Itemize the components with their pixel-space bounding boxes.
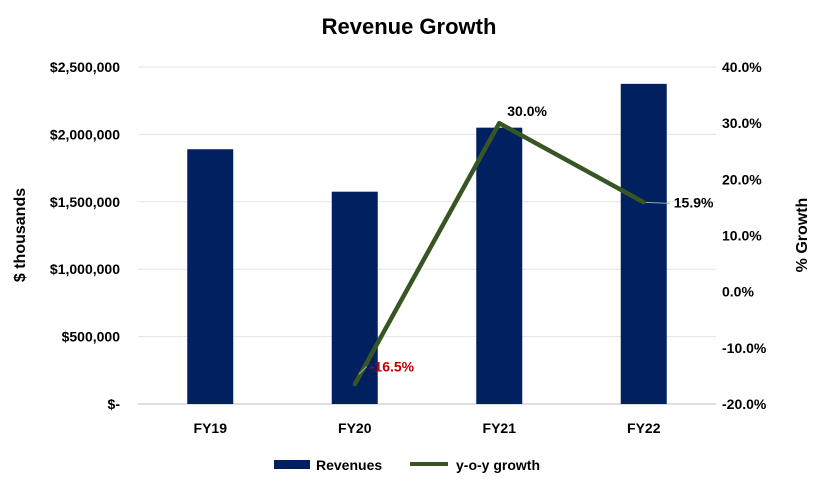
right-tick-label: 30.0%: [722, 115, 762, 131]
growth-data-label-fy21: 30.0%: [507, 103, 547, 119]
growth-data-labels: -16.5% 30.0% 15.9%: [358, 103, 714, 375]
growth-point-fy21: [497, 121, 502, 126]
growth-data-label-fy22: 15.9%: [674, 194, 714, 210]
right-tick-label: 40.0%: [722, 59, 762, 75]
growth-point-fy20: [352, 382, 357, 387]
right-tick-label: 20.0%: [722, 171, 762, 187]
gridlines: [138, 66, 716, 405]
growth-data-label-fy20: -16.5%: [370, 358, 415, 374]
x-tick-label: FY21: [483, 420, 517, 436]
revenue-bars: [187, 83, 667, 404]
revenue-bar-fy20: [331, 191, 378, 404]
legend: Revenues y-o-y growth: [274, 457, 540, 473]
x-tick-label: FY22: [627, 420, 661, 436]
legend-revenues-label: Revenues: [316, 457, 382, 473]
right-axis-title: % Growth: [794, 198, 811, 273]
right-tick-label: -10.0%: [722, 340, 767, 356]
revenue-bar-fy21: [476, 127, 523, 404]
legend-growth-label: y-o-y growth: [456, 457, 540, 473]
right-axis-ticks: -20.0% -10.0% 0.0% 10.0% 20.0% 30.0% 40.0%: [722, 59, 767, 412]
revenue-bar-fy19: [187, 149, 234, 404]
right-tick-label: 0.0%: [722, 284, 754, 300]
left-axis-ticks: $- $500,000 $1,000,000 $1,500,000 $2,000,000…: [50, 59, 120, 412]
left-tick-label: $2,000,000: [50, 126, 120, 142]
left-axis-title: $ thousands: [12, 188, 29, 282]
left-tick-label: $1,500,000: [50, 194, 120, 210]
left-tick-label: $500,000: [62, 329, 121, 345]
left-tick-label: $2,500,000: [50, 59, 120, 75]
x-tick-label: FY20: [338, 420, 372, 436]
revenue-bar-fy22: [620, 83, 667, 404]
growth-line-layer: [352, 120, 646, 387]
data-label-leader: [645, 201, 670, 204]
legend-revenues-swatch: [274, 460, 310, 469]
growth-point-fy22: [641, 200, 646, 205]
right-tick-label: 10.0%: [722, 228, 762, 244]
x-axis-ticks: FY19 FY20 FY21 FY22: [194, 420, 661, 436]
right-tick-label: -20.0%: [722, 396, 767, 412]
left-tick-label: $-: [108, 396, 121, 412]
left-tick-label: $1,000,000: [50, 261, 120, 277]
chart-title: Revenue Growth: [322, 14, 497, 39]
data-label-leader: [358, 365, 368, 375]
x-tick-label: FY19: [194, 420, 228, 436]
